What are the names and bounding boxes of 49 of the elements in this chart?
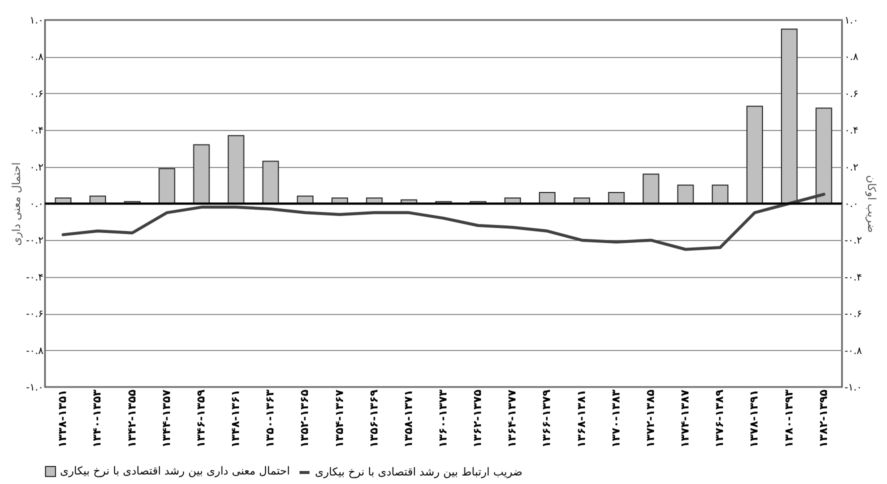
y-tick-label: -۰.۴	[26, 272, 44, 284]
x-tick-label: ۱۳۴۸-۱۳۶۱	[229, 390, 242, 448]
x-tick-label: ۱۳۸۰-۱۳۹۳	[782, 389, 796, 448]
x-tick-label: ۱۳۶۸-۱۳۸۱	[574, 390, 588, 448]
y2-tick-label: -۰.۶	[844, 309, 862, 320]
x-tick-label: ۱۳۵۲-۱۳۶۵	[298, 389, 312, 448]
y2-tick-label: ۱.۰	[844, 16, 858, 26]
x-tick-label: ۱۳۴۲-۱۳۵۵	[125, 389, 138, 448]
y2-tick-label: ۰.۴	[844, 126, 858, 137]
x-tick-label: ۱۳۴۶-۱۳۵۹	[194, 389, 208, 448]
y-tick-label: ۰.۴	[30, 126, 44, 137]
x-tick-label: ۱۳۵۴-۱۳۶۷	[332, 389, 346, 448]
y2-axis-title: ضریب اوکان	[865, 175, 878, 233]
x-tick-label: ۱۳۷۴-۱۳۸۷	[678, 389, 692, 448]
y2-tick-label: -۰.۸	[844, 346, 863, 357]
x-tick-label: ۱۳۷۸-۱۳۹۱	[748, 390, 761, 448]
y-tick-label: ۰.۶	[30, 88, 44, 100]
y-tick-label: ۰.۲	[30, 162, 44, 174]
x-tick-label: ۱۳۶۲-۱۳۷۵	[471, 389, 484, 448]
x-tick-label: ۱۳۷۲-۱۳۸۵	[644, 389, 657, 448]
y-tick-label: ۱.۰	[30, 16, 44, 26]
x-tick-label: ۱۳۵۰-۱۳۶۳	[264, 389, 277, 448]
x-tick-label: ۱۳۴۰-۱۳۵۳	[90, 389, 104, 448]
y-tick-label: -۰.۸	[26, 346, 44, 357]
y2-tick-label: -۰.۴	[844, 272, 862, 284]
y2-tick-label: ۰.۶	[844, 88, 858, 100]
y2-tick-label: ۰.۸	[844, 52, 860, 64]
x-tick-label: ۱۳۵۶-۱۳۶۹	[367, 389, 380, 448]
x-tick-label: ۱۳۴۴-۱۳۵۷	[160, 389, 173, 448]
y2-tick-label: -۰.۲	[844, 236, 862, 247]
y-tick-label: -۰.۲	[26, 236, 44, 247]
x-tick-label: ۱۳۵۸-۱۳۷۱	[402, 390, 415, 448]
y2-tick-label: -۱.۰	[844, 382, 862, 394]
x-tick-label: ۱۳۸۲-۱۳۹۵	[816, 389, 830, 448]
x-tick-label: ۱۳۶۰-۱۳۷۳	[436, 389, 450, 448]
legend-label: احتمال معنی داری بین رشد اقتصادی با نرخ بیکاری	[60, 464, 290, 478]
x-tick-label: ۱۳۶۶-۱۳۷۹	[540, 389, 554, 448]
x-tick-label: ۱۳۷۶-۱۳۸۹	[713, 389, 726, 448]
y2-tick-label: ۰.۰	[844, 199, 858, 210]
y-tick-label: ۰.۸	[30, 52, 44, 64]
x-tick-label: ۱۳۷۰-۱۳۸۳	[609, 389, 622, 448]
x-tick-label: ۱۳۶۴-۱۳۷۷	[506, 389, 519, 448]
x-tick-label: ۱۳۳۸-۱۳۵۱	[56, 390, 70, 448]
y2-tick-label: ۰.۲	[844, 162, 858, 174]
y-tick-label: -۱.۰	[26, 382, 44, 394]
y-axis-title: احتمال معنی داری	[10, 162, 23, 246]
legend-label: ضریب ارتباط بین رشد اقتصادی با نرخ بیکاری	[315, 466, 522, 478]
y-tick-label: -۰.۶	[26, 309, 44, 320]
y-tick-label: ۰.۰	[30, 199, 44, 210]
